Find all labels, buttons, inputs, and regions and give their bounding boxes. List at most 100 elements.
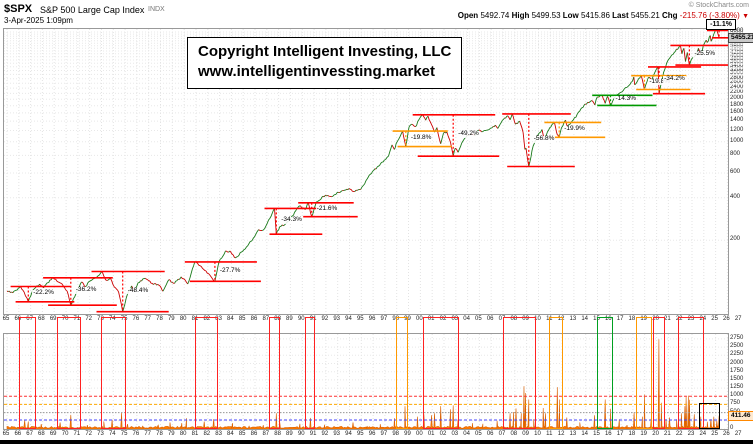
year-tick-label: 72 xyxy=(85,316,93,322)
year-tick-label: 70 xyxy=(61,316,69,322)
drawdown-label: -11.1% xyxy=(706,19,736,30)
year-tick-label: 23 xyxy=(687,431,695,437)
year-tick-label: 06 xyxy=(486,316,494,322)
year-tick-label: 81 xyxy=(191,431,199,437)
drawdown-label: -22.2% xyxy=(32,289,55,297)
year-tick-label: 27 xyxy=(734,316,742,322)
year-tick-label: 91 xyxy=(309,431,317,437)
year-tick-label: 71 xyxy=(73,316,81,322)
year-tick-label: 92 xyxy=(321,316,329,322)
year-tick-label: 86 xyxy=(250,316,258,322)
drawdown-label: -19.8% xyxy=(648,77,671,86)
price-tick-label: 1400 xyxy=(729,117,745,124)
year-tick-label: 10 xyxy=(534,431,541,437)
year-tick-label: 01 xyxy=(427,316,435,322)
year-tick-label: 19 xyxy=(640,316,648,322)
year-tick-label: 13 xyxy=(569,316,577,322)
price-tick-label: 4000 xyxy=(729,52,745,59)
year-tick-label: 03 xyxy=(451,316,459,322)
drawdown-label: -19.9% xyxy=(563,124,586,133)
year-tick-label: 24 xyxy=(699,431,707,437)
year-tick-label: 67 xyxy=(26,431,33,437)
indicator-tick-label: 1000 xyxy=(729,392,745,399)
drawdown-label: -34.3% xyxy=(280,216,303,224)
bottom-border-bar xyxy=(0,440,753,444)
year-tick-label: 20 xyxy=(652,431,659,437)
drawdown-label: -36.2% xyxy=(74,286,98,294)
year-tick-label: 08 xyxy=(510,316,518,322)
year-tick-label: 75 xyxy=(120,431,128,437)
year-tick-label: 91 xyxy=(309,316,317,322)
year-tick-label: 03 xyxy=(451,431,459,437)
chg-value: -215.76 (-3.80%) xyxy=(679,11,740,20)
main-price-panel xyxy=(3,28,729,315)
indicator-tick-label: 2000 xyxy=(729,359,745,366)
year-tick-label: 71 xyxy=(73,431,81,437)
year-tick-label: 25 xyxy=(711,316,718,322)
year-tick-label: 99 xyxy=(404,316,411,322)
year-tick-label: 17 xyxy=(616,431,624,437)
year-tick-label: 16 xyxy=(604,316,612,322)
year-tick-label: 97 xyxy=(380,316,388,322)
year-tick-label: 17 xyxy=(616,316,624,322)
year-tick-label: 07 xyxy=(498,431,506,437)
year-tick-label: 84 xyxy=(227,431,234,437)
indicator-tick-label: 0 xyxy=(729,425,735,431)
year-tick-label: 02 xyxy=(439,431,447,437)
price-tick-label: 2200 xyxy=(729,89,745,96)
year-tick-label: 89 xyxy=(286,431,293,437)
high-value: 5499.53 xyxy=(531,11,561,20)
indicator-tick-label: 2250 xyxy=(729,351,745,358)
drawdown-label: -48.4% xyxy=(126,286,150,295)
year-tick-label: 74 xyxy=(108,431,116,437)
price-tick-label: 3000 xyxy=(729,70,745,77)
drawdown-label: -25.5% xyxy=(693,50,716,58)
year-tick-label: 07 xyxy=(498,316,506,322)
price-tick-label: 800 xyxy=(729,151,742,158)
year-tick-label: 05 xyxy=(475,431,482,437)
year-tick-label: 01 xyxy=(427,431,435,437)
year-tick-label: 10 xyxy=(534,316,541,322)
price-tick-label: 2000 xyxy=(729,95,745,102)
price-tick-label: 1000 xyxy=(729,137,745,144)
copyright-overlay: Copyright Intelligent Investing, LLC www… xyxy=(187,37,463,89)
year-tick-label: 65 xyxy=(2,316,10,322)
year-tick-label: 18 xyxy=(628,431,636,437)
indicator-tick-label: 750 xyxy=(729,400,742,407)
year-tick-label: 09 xyxy=(522,316,529,322)
year-tick-label: 68 xyxy=(38,431,45,437)
drawdown-label: -56.8% xyxy=(532,135,556,143)
indicator-tick-label: 2500 xyxy=(729,343,745,350)
low-value: 5415.86 xyxy=(581,11,610,20)
year-tick-label: 73 xyxy=(97,316,104,322)
year-tick-label: 05 xyxy=(475,316,482,322)
year-tick-label: 89 xyxy=(286,316,293,322)
year-tick-label: 96 xyxy=(368,316,376,322)
year-tick-label: 19 xyxy=(640,431,648,437)
year-tick-label: 95 xyxy=(356,316,364,322)
year-tick-label: 08 xyxy=(510,431,518,437)
year-tick-label: 93 xyxy=(333,431,341,437)
index-name: S&P 500 Large Cap Index xyxy=(40,5,145,15)
year-tick-label: 83 xyxy=(215,316,222,322)
copyright-line2: www.intelligentinvessting.market xyxy=(198,63,435,81)
year-tick-label: 14 xyxy=(581,431,589,437)
drawdown-label: -27.7% xyxy=(218,266,242,275)
price-tick-label: 3200 xyxy=(729,66,745,73)
year-tick-label: 88 xyxy=(274,316,281,322)
year-tick-label: 18 xyxy=(628,316,636,322)
year-tick-label: 72 xyxy=(85,431,93,437)
last-label: Last xyxy=(612,11,629,20)
year-tick-label: 93 xyxy=(333,316,341,322)
year-tick-label: 02 xyxy=(439,316,447,322)
year-tick-label: 25 xyxy=(711,431,718,437)
year-tick-label: 69 xyxy=(49,431,57,437)
year-tick-label: 77 xyxy=(144,316,152,322)
symbol-label: $SPX xyxy=(4,3,33,15)
price-chart-svg xyxy=(4,29,728,314)
price-tick-label: 200 xyxy=(729,236,742,243)
year-tick-label: 65 xyxy=(2,431,10,437)
year-tick-label: 97 xyxy=(380,431,388,437)
price-tick-label: 600 xyxy=(729,169,742,175)
price-tick-label: 2400 xyxy=(729,84,745,91)
